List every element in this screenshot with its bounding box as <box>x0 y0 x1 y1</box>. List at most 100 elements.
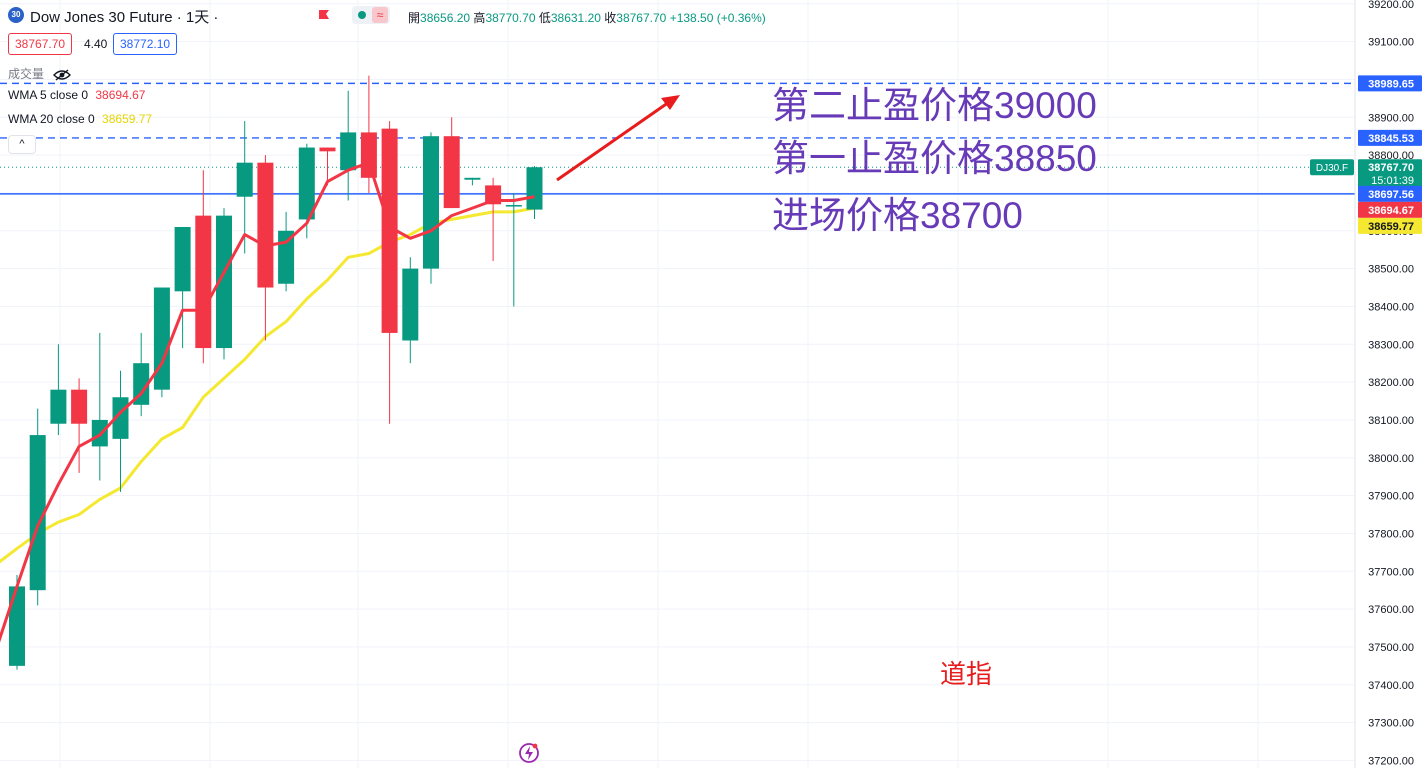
candle-body <box>423 136 439 269</box>
volume-label: 成交量 <box>8 67 45 81</box>
current-price-tag-bg <box>1358 159 1422 189</box>
candle[interactable] <box>91 332 108 481</box>
candle[interactable] <box>505 192 522 307</box>
candle[interactable] <box>257 155 274 341</box>
candle[interactable] <box>278 211 295 292</box>
high-label: 高 <box>473 11 486 25</box>
countdown-label: 15:01:39 <box>1371 175 1414 187</box>
y-tick-label: 38800.00 <box>1368 150 1414 162</box>
candle[interactable] <box>464 177 481 186</box>
symbol-title[interactable]: Dow Jones 30 Future · 1天 · <box>30 9 219 26</box>
candle[interactable] <box>340 90 357 201</box>
candle[interactable] <box>236 121 253 254</box>
y-tick-label: 38100.00 <box>1368 415 1414 427</box>
candle-body <box>526 167 543 210</box>
candle[interactable] <box>195 170 212 364</box>
candle-body <box>71 389 88 424</box>
y-tick-label: 38200.00 <box>1368 377 1414 389</box>
wma5-path[interactable] <box>0 161 535 647</box>
candle[interactable] <box>319 147 336 186</box>
candle-body <box>195 215 212 349</box>
wma20-tag-bg <box>1358 217 1422 234</box>
lightning-icon[interactable] <box>518 742 540 764</box>
wave-icon: ≈ <box>372 7 388 23</box>
y-tick-label: 39200.00 <box>1368 0 1414 11</box>
candle[interactable] <box>381 121 398 424</box>
arrow-line[interactable] <box>556 98 673 182</box>
watermark-label: 道指 <box>940 659 992 689</box>
y-tick-label: 38900.00 <box>1368 112 1414 124</box>
low-label: 低 <box>538 11 551 25</box>
annotation-target2[interactable]: 第二止盈价格39000 <box>772 85 1097 126</box>
open-value: 38656.20 <box>420 11 471 25</box>
candle[interactable] <box>50 344 67 436</box>
wma5-indicator[interactable]: WMA 5 close 0 38694.67 <box>8 88 145 102</box>
candle-body <box>298 147 315 220</box>
y-tick-label: 38300.00 <box>1368 339 1414 351</box>
candle-body <box>340 132 357 171</box>
candle[interactable] <box>153 287 170 398</box>
arrow-head <box>661 95 680 110</box>
annotation-target1[interactable]: 第一止盈价格38850 <box>772 138 1097 179</box>
change-value: +138.50 (+0.36%) <box>669 11 766 25</box>
candle[interactable] <box>423 132 439 284</box>
wma5-tag-label: 38694.67 <box>1368 205 1414 217</box>
annotation-entry[interactable]: 进场价格38700 <box>772 195 1023 236</box>
candle-body <box>402 268 419 341</box>
low-value: 38631.20 <box>550 11 601 25</box>
price-tag-bg <box>1358 129 1422 146</box>
arrow-annotation <box>556 95 680 182</box>
candle-body <box>381 128 398 333</box>
candle[interactable] <box>402 257 419 364</box>
y-tick-label: 39100.00 <box>1368 37 1414 49</box>
candle-body <box>443 136 460 209</box>
candles <box>9 75 543 670</box>
price-tag-bg <box>1358 185 1422 202</box>
close-value: 38767.70 <box>616 11 667 25</box>
candle[interactable] <box>174 226 191 349</box>
candle[interactable] <box>526 166 543 220</box>
wma5-label: WMA 5 close 0 <box>8 88 89 102</box>
collapse-indicators-button[interactable]: ^ <box>8 135 36 154</box>
flag-icon[interactable] <box>318 9 330 21</box>
eye-hidden-icon[interactable] <box>53 69 72 81</box>
sell-button[interactable]: 38767.70 <box>8 33 73 55</box>
price-axis: 39200.0039100.0039000.0038900.0038800.00… <box>1354 0 1422 768</box>
wma5-line <box>0 161 535 647</box>
symbol-tag-label: DJ30.F <box>1316 163 1348 174</box>
y-tick-label: 38400.00 <box>1368 301 1414 313</box>
candle[interactable] <box>133 332 150 417</box>
candle[interactable] <box>112 370 129 492</box>
wma20-indicator[interactable]: WMA 20 close 0 38659.77 <box>8 112 152 126</box>
candle[interactable] <box>485 177 502 262</box>
horizontal-lines <box>0 82 1355 195</box>
open-label: 開 <box>408 11 421 25</box>
y-tick-label: 37700.00 <box>1368 566 1414 578</box>
volume-indicator[interactable]: 成交量 <box>8 65 72 82</box>
buy-button[interactable]: 38772.10 <box>113 33 178 55</box>
candle-body <box>133 363 150 405</box>
candle-body <box>153 287 170 390</box>
y-tick-label: 37200.00 <box>1368 755 1414 767</box>
wma5-tag-bg <box>1358 201 1422 218</box>
candle-body <box>257 162 274 288</box>
candle-body <box>505 205 522 207</box>
candle[interactable] <box>443 117 460 209</box>
candle[interactable] <box>360 75 377 193</box>
symbol-badge[interactable]: 30 <box>8 7 24 23</box>
candle-body <box>174 226 191 292</box>
candle-body <box>216 215 232 349</box>
price-tag-label: 38697.56 <box>1368 189 1414 201</box>
candle-body <box>319 147 336 152</box>
spread-value: 4.40 <box>84 37 108 51</box>
y-tick-label: 37400.00 <box>1368 680 1414 692</box>
market-status-indicator[interactable]: ≈ <box>352 6 390 24</box>
candle[interactable] <box>29 408 46 606</box>
candle-body <box>236 162 253 197</box>
grid <box>0 0 1355 768</box>
candle[interactable] <box>71 378 88 473</box>
candle[interactable] <box>216 208 232 360</box>
